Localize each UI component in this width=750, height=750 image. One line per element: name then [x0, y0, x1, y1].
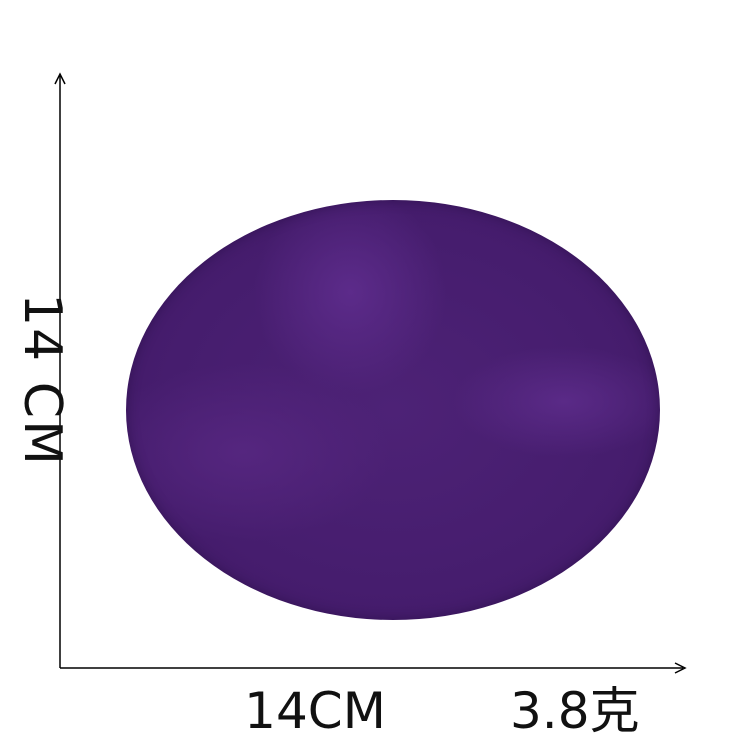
- height-label: 14 CM: [12, 293, 72, 467]
- width-label: 14CM: [244, 682, 386, 740]
- horizontal-axis-arrow: [674, 662, 687, 674]
- felt-oval-patch: [126, 200, 660, 620]
- vertical-axis-arrow: [54, 72, 66, 85]
- weight-label: 3.8克: [510, 682, 640, 740]
